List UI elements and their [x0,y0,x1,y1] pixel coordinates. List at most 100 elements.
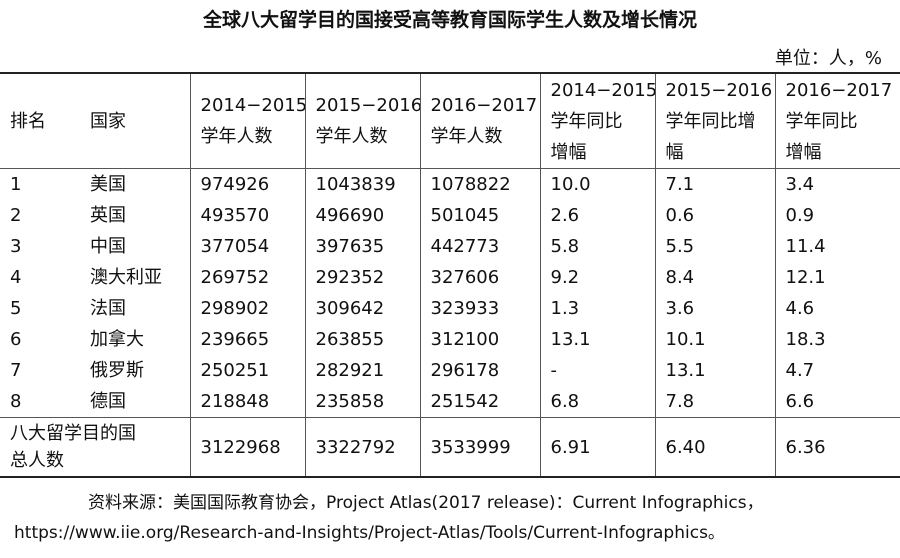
data-row: 2 英国 493570 496690 501045 2.6 0.6 0.9 [0,200,900,231]
header-text: 学年人数 [315,126,388,147]
cell: 3122968 [189,417,305,477]
cell: 8.4 [654,262,775,293]
cell: 4 [10,267,22,288]
data-row: 3 中国 377054 397635 442773 5.8 5.5 11.4 [0,231,900,262]
cell: 327606 [419,262,540,293]
cell: 298902 [189,293,305,324]
data-row: 1 美国 974926 1043839 1078822 10.0 7.1 3.4 [0,168,900,200]
cell: 8 [10,391,22,412]
cell: 292352 [304,262,420,293]
cell: 5.5 [654,231,775,262]
header-cell: 2016−2017 学年人数 [419,73,540,169]
cell: 235858 [304,386,420,418]
cell: 中国 [90,236,126,257]
cell: 3.4 [774,168,900,200]
cell: 496690 [304,200,420,231]
cell: 6.40 [654,417,775,477]
cell: 德国 [90,391,126,412]
cell: 10.1 [654,324,775,355]
cell: 2 [10,205,22,226]
cell: 1.3 [539,293,655,324]
cell: 加拿大 [90,329,144,350]
cell: 18.3 [774,324,900,355]
total-label-text: 八大留学目的国 [10,423,136,444]
cell: 3.6 [654,293,775,324]
cell: 501045 [419,200,540,231]
cell: 5.8 [539,231,655,262]
cell: 296178 [419,355,540,386]
header-cell: 2014−2015 学年同比 增幅 [539,73,656,169]
cell: 263855 [304,324,420,355]
table: 排名 国家 2014−2015 学年人数 2015−2016 学年人数 2016−2017 学… [0,72,900,478]
cell: 218848 [189,386,305,418]
cell: 美国 [90,174,126,195]
cell: - [539,355,655,386]
cell: 澳大利亚 [90,267,162,288]
cell: 1078822 [419,168,540,200]
cell: 269752 [189,262,305,293]
cell: 442773 [419,231,540,262]
cell: 7 [10,360,22,381]
cell: 4.6 [774,293,900,324]
cell: 4.7 [774,355,900,386]
cell: 6 [10,329,22,350]
cell: 俄罗斯 [90,360,144,381]
data-row: 5 法国 298902 309642 323933 1.3 3.6 4.6 [0,293,900,324]
header-cell: 国家 [80,73,190,169]
total-row: 八大留学目的国 总人数 3122968 3322792 3533999 6.91 6.40 6… [0,417,900,477]
total-label-text: 总人数 [10,450,64,471]
header-text: 国家 [90,110,126,132]
header-text: 2016−2017 [430,95,538,116]
cell: 309642 [304,293,420,324]
cell: 3 [10,236,22,257]
source-line: https://www.iie.org/Research-and-Insight… [14,523,725,543]
header-text: 增幅 [550,141,587,163]
header-cell: 2016−2017 学年同比 增幅 [774,73,900,169]
cell: 323933 [419,293,540,324]
cell: 397635 [304,231,420,262]
header-text: 学年同比 [785,110,858,132]
header-text: 2015−2016 [315,95,421,116]
data-row: 8 德国 218848 235858 251542 6.8 7.8 6.6 [0,386,900,418]
cell: 9.2 [539,262,655,293]
data-row: 6 加拿大 239665 263855 312100 13.1 10.1 18.3 [0,324,900,355]
cell: 377054 [189,231,305,262]
cell: 12.1 [774,262,900,293]
header-cell: 2015−2016 学年人数 [304,73,421,169]
cell: 7.1 [654,168,775,200]
header-text: 2015−2016 [665,79,773,101]
cell: 6.36 [774,417,900,477]
header-text: 幅 [665,141,684,163]
cell: 251542 [419,386,540,418]
header-cell: 2014−2015 学年人数 [189,73,306,169]
header-text: 学年人数 [200,126,273,147]
cell: 3322792 [304,417,420,477]
cell: 英国 [90,205,126,226]
header-row: 排名 国家 2014−2015 学年人数 2015−2016 学年人数 2016−2017 学… [0,73,900,169]
cell: 239665 [189,324,305,355]
cell: 6.6 [774,386,900,418]
cell: 1043839 [304,168,420,200]
cell: 1 [10,174,22,195]
cell: 493570 [189,200,305,231]
unit: 单位：人，% [774,48,882,69]
cell: 312100 [419,324,540,355]
cell: 0.6 [654,200,775,231]
source-line: 资料来源：美国国际教育协会，Project Atlas(2017 release… [88,493,764,513]
header-cell: 排名 [0,73,80,169]
cell: 法国 [90,298,126,319]
cell: 282921 [304,355,420,386]
header-text: 2014−2015 [200,95,306,116]
header-text: 2014−2015 [550,79,656,101]
cell: 7.8 [654,386,775,418]
cell: 6.8 [539,386,655,418]
cell: 10.0 [539,168,655,200]
total-label: 八大留学目的国 总人数 [0,417,190,477]
cell: 13.1 [539,324,655,355]
cell: 974926 [189,168,305,200]
cell: 0.9 [774,200,900,231]
cell: 5 [10,298,22,319]
cell: 11.4 [774,231,900,262]
header-text: 学年同比增 [665,110,756,132]
cell: 6.91 [539,417,655,477]
